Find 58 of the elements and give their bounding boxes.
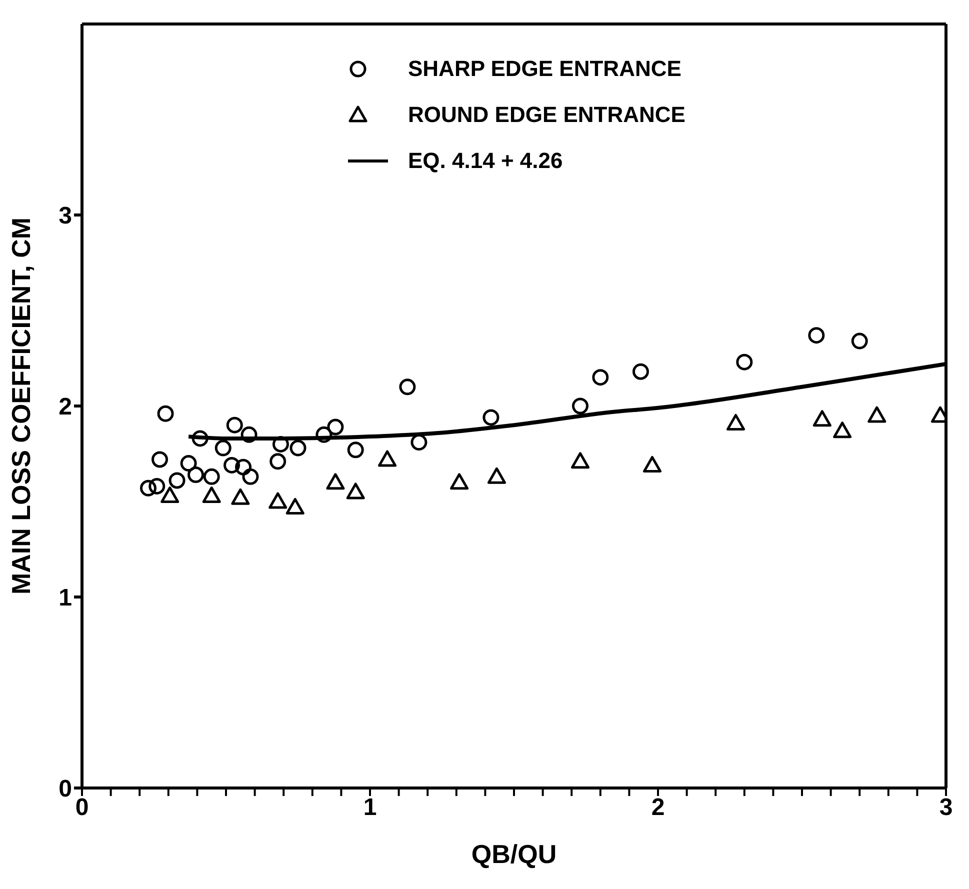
point <box>346 482 365 500</box>
legend-label: SHARP EDGE ENTRANCE <box>408 56 682 82</box>
y-tick-label: 1 <box>58 584 72 612</box>
point <box>726 414 746 430</box>
point <box>326 473 345 490</box>
point <box>268 492 288 509</box>
point <box>226 416 243 434</box>
point <box>240 426 258 443</box>
x-tick-label: 1 <box>363 794 377 822</box>
point <box>833 422 852 438</box>
point <box>316 426 332 443</box>
point <box>410 434 428 451</box>
point <box>851 332 868 350</box>
point <box>572 398 588 414</box>
point <box>632 363 649 380</box>
point <box>642 456 662 472</box>
point <box>168 472 186 489</box>
point <box>272 436 289 452</box>
y-tick-label: 3 <box>58 202 72 230</box>
point <box>160 486 180 504</box>
y-tick-label: 0 <box>58 776 72 803</box>
x-axis-title: QB/QU <box>471 839 557 869</box>
point <box>148 478 166 494</box>
legend-label: EQ. 4.14 + 4.26 <box>408 148 563 174</box>
point <box>270 453 286 470</box>
point <box>203 468 220 485</box>
point <box>736 354 753 370</box>
point <box>450 473 469 490</box>
x-tick-label: 3 <box>939 794 953 822</box>
point <box>290 440 306 456</box>
point <box>192 430 208 447</box>
point <box>157 405 174 422</box>
point <box>242 468 259 485</box>
point <box>592 369 609 386</box>
point <box>188 466 204 484</box>
y-axis-title: MAIN LOSS COEFFICIENT, CM <box>6 218 36 594</box>
point <box>231 488 250 505</box>
point <box>140 480 156 496</box>
point <box>868 406 886 423</box>
point <box>808 327 825 344</box>
point <box>202 486 221 504</box>
point <box>399 378 416 396</box>
x-tick-label: 2 <box>651 794 665 822</box>
point <box>180 455 197 472</box>
point <box>327 418 344 436</box>
point <box>812 410 832 427</box>
point <box>214 440 232 456</box>
point <box>378 450 397 467</box>
point <box>487 467 506 484</box>
y-tick-label: 2 <box>58 394 72 421</box>
point <box>286 498 304 514</box>
point <box>570 452 590 469</box>
point <box>482 409 500 426</box>
point <box>235 458 252 476</box>
point <box>224 456 240 474</box>
point <box>347 442 364 458</box>
legend-label: ROUND EDGE ENTRANCE <box>408 102 686 128</box>
point <box>152 451 168 468</box>
